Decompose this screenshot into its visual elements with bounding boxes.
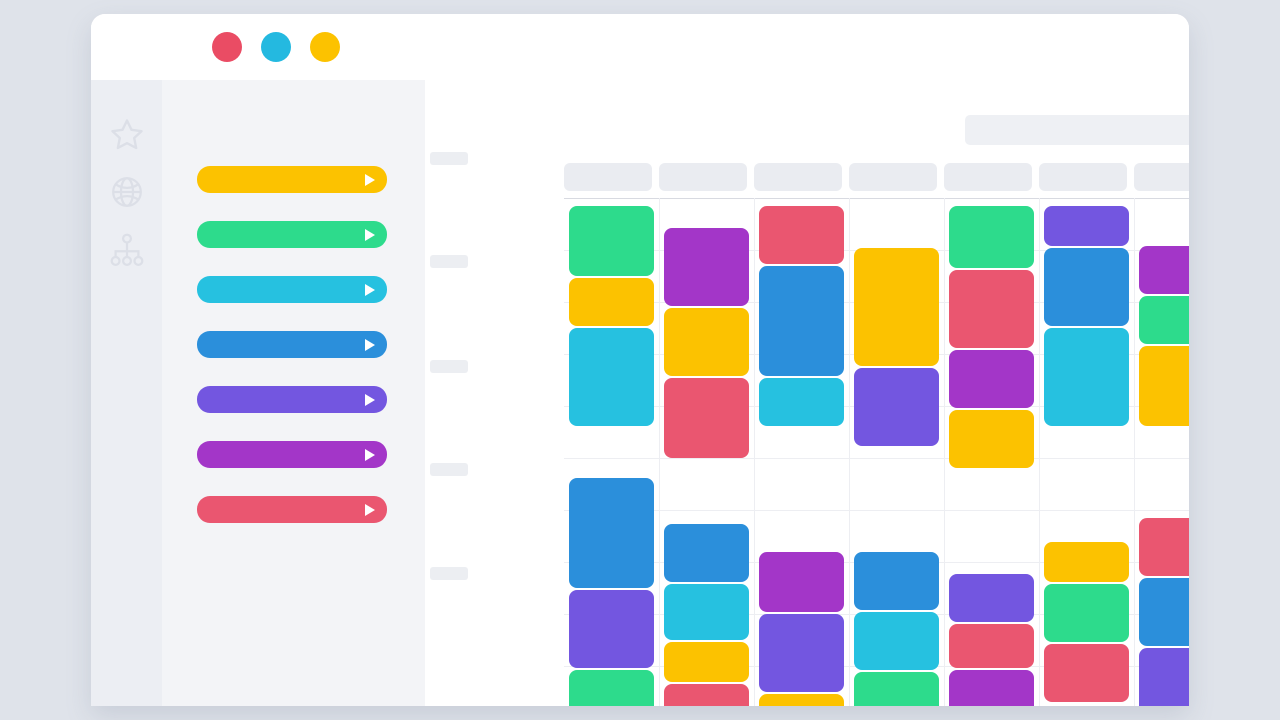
row-label-column	[425, 80, 1189, 706]
column-header-row	[425, 163, 1189, 191]
star-icon[interactable]	[109, 116, 145, 152]
schedule-block[interactable]	[569, 478, 654, 588]
filter-dropdown[interactable]	[965, 115, 1189, 145]
schedule-block[interactable]	[569, 206, 654, 276]
window-maximize-button[interactable]	[310, 32, 340, 62]
schedule-block[interactable]	[759, 552, 844, 612]
hierarchy-icon[interactable]	[109, 232, 145, 268]
grid-canvas[interactable]	[564, 198, 1189, 706]
schedule-block[interactable]	[854, 552, 939, 610]
schedule-block[interactable]	[664, 584, 749, 640]
play-triangle-icon	[365, 283, 375, 296]
column-header-chip[interactable]	[1134, 163, 1189, 191]
list-item[interactable]	[197, 166, 387, 193]
app-window	[91, 14, 1189, 706]
schedule-block[interactable]	[854, 672, 939, 706]
schedule-block[interactable]	[759, 378, 844, 426]
title-bar	[91, 14, 1189, 81]
window-close-button[interactable]	[212, 32, 242, 62]
grid-line-horizontal	[564, 458, 1189, 459]
schedule-block[interactable]	[664, 684, 749, 706]
window-minimize-button[interactable]	[261, 32, 291, 62]
schedule-block[interactable]	[759, 694, 844, 706]
list-pane	[162, 80, 426, 706]
globe-icon[interactable]	[109, 174, 145, 210]
schedule-block[interactable]	[1139, 578, 1189, 646]
grid-line-vertical	[659, 198, 660, 706]
schedule-block[interactable]	[1044, 542, 1129, 582]
schedule-block[interactable]	[949, 350, 1034, 408]
schedule-block[interactable]	[664, 524, 749, 582]
column-header-chip[interactable]	[564, 163, 652, 191]
schedule-block[interactable]	[1139, 246, 1189, 294]
schedule-block[interactable]	[664, 228, 749, 306]
play-triangle-icon	[365, 393, 375, 406]
schedule-block[interactable]	[569, 328, 654, 426]
row-label-chip	[430, 255, 468, 268]
schedule-block[interactable]	[949, 206, 1034, 268]
play-triangle-icon	[365, 228, 375, 241]
list-item[interactable]	[197, 331, 387, 358]
schedule-block[interactable]	[949, 670, 1034, 706]
grid-line-horizontal	[564, 510, 1189, 511]
row-label-chip	[430, 360, 468, 373]
schedule-block[interactable]	[759, 206, 844, 264]
play-triangle-icon	[365, 173, 375, 186]
schedule-block[interactable]	[569, 590, 654, 668]
grid-line-vertical	[754, 198, 755, 706]
schedule-block[interactable]	[854, 612, 939, 670]
schedule-block[interactable]	[1044, 584, 1129, 642]
schedule-block[interactable]	[1139, 296, 1189, 344]
schedule-block[interactable]	[949, 624, 1034, 668]
schedule-block[interactable]	[854, 248, 939, 366]
schedule-block[interactable]	[664, 378, 749, 458]
schedule-block[interactable]	[1044, 644, 1129, 702]
list-item[interactable]	[197, 441, 387, 468]
row-label-chip	[430, 567, 468, 580]
play-triangle-icon	[365, 448, 375, 461]
column-header-chip[interactable]	[754, 163, 842, 191]
list-item[interactable]	[197, 276, 387, 303]
schedule-block[interactable]	[569, 670, 654, 706]
column-header-chip[interactable]	[849, 163, 937, 191]
schedule-block[interactable]	[1139, 648, 1189, 706]
grid-line-vertical	[1039, 198, 1040, 706]
grid-line-vertical	[944, 198, 945, 706]
schedule-block[interactable]	[664, 308, 749, 376]
schedule-block[interactable]	[1044, 328, 1129, 426]
grid-line-vertical	[1134, 198, 1135, 706]
schedule-block[interactable]	[569, 278, 654, 326]
window-body	[91, 80, 1189, 706]
schedule-block[interactable]	[949, 410, 1034, 468]
grid-line-horizontal	[564, 198, 1189, 199]
schedule-pane	[425, 80, 1189, 706]
column-header-chip[interactable]	[944, 163, 1032, 191]
schedule-block[interactable]	[1044, 248, 1129, 326]
list-item[interactable]	[197, 496, 387, 523]
list-item[interactable]	[197, 221, 387, 248]
play-triangle-icon	[365, 503, 375, 516]
schedule-block[interactable]	[664, 642, 749, 682]
row-label-chip	[430, 463, 468, 476]
play-triangle-icon	[365, 338, 375, 351]
grid-line-vertical	[849, 198, 850, 706]
schedule-block[interactable]	[949, 574, 1034, 622]
column-header-chip[interactable]	[659, 163, 747, 191]
schedule-block[interactable]	[854, 368, 939, 446]
icon-rail	[91, 80, 163, 706]
row-label-chip	[430, 152, 468, 165]
schedule-block[interactable]	[1044, 206, 1129, 246]
schedule-block[interactable]	[759, 614, 844, 692]
list-item[interactable]	[197, 386, 387, 413]
schedule-block[interactable]	[759, 266, 844, 376]
schedule-block[interactable]	[1139, 346, 1189, 426]
schedule-block[interactable]	[949, 270, 1034, 348]
column-header-chip[interactable]	[1039, 163, 1127, 191]
schedule-block[interactable]	[1139, 518, 1189, 576]
